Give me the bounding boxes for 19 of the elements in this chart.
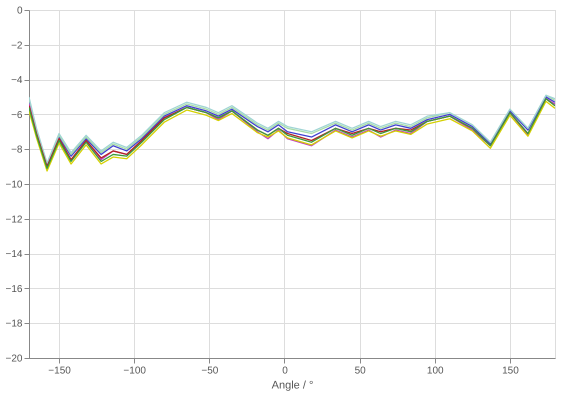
y-tick-label: −4 — [11, 75, 23, 86]
y-tick-label: −14 — [6, 249, 23, 260]
x-tick-label: −100 — [123, 366, 146, 376]
x-tick-label: 100 — [426, 366, 444, 376]
x-tick-label: 150 — [502, 366, 520, 376]
x-tick-label: −50 — [201, 366, 219, 376]
y-tick-label: −6 — [11, 110, 23, 121]
y-tick-label: −8 — [11, 144, 23, 156]
y-tick-label: −20 — [6, 354, 23, 364]
y-tick-label: −18 — [6, 318, 23, 330]
y-tick-label: −2 — [11, 40, 23, 52]
y-tick-label: −12 — [6, 214, 23, 226]
y-tick-label: −10 — [6, 180, 23, 190]
x-tick-label: 0 — [282, 366, 288, 376]
x-tick-label: −150 — [48, 366, 72, 376]
y-tick-label: −16 — [6, 284, 23, 295]
y-tick-label: 0 — [16, 6, 23, 16]
x-axis-title: Angle / ° — [272, 380, 314, 392]
x-tick-label: 50 — [354, 366, 366, 376]
